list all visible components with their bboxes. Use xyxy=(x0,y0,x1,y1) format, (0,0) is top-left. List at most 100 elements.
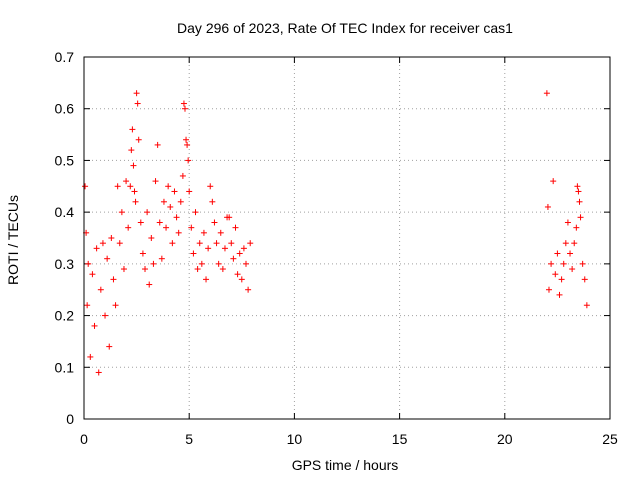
data-point xyxy=(134,100,141,107)
y-tick-label: 0.7 xyxy=(55,49,75,65)
data-point xyxy=(114,183,121,190)
axis-ticks xyxy=(83,56,611,420)
chart-title: Day 296 of 2023, Rate Of TEC Index for r… xyxy=(177,20,513,36)
data-point xyxy=(196,240,203,247)
y-axis-label: ROTI / TECUs xyxy=(5,195,21,285)
data-point xyxy=(567,250,574,257)
data-points xyxy=(82,90,590,376)
data-point xyxy=(144,209,151,216)
data-point xyxy=(190,250,197,257)
data-point xyxy=(116,240,123,247)
data-point xyxy=(160,198,167,205)
data-point xyxy=(548,260,555,267)
data-point xyxy=(577,214,584,221)
data-point xyxy=(102,312,109,319)
data-point xyxy=(215,260,222,267)
data-point xyxy=(156,219,163,226)
data-point xyxy=(148,235,155,241)
data-point xyxy=(203,276,210,283)
data-point xyxy=(576,198,583,205)
data-point xyxy=(93,245,100,252)
data-point xyxy=(213,240,220,247)
data-point xyxy=(97,286,104,293)
data-point xyxy=(556,291,563,298)
data-point xyxy=(95,369,102,376)
data-point xyxy=(228,240,235,247)
data-point xyxy=(139,250,146,257)
data-point xyxy=(194,266,201,273)
data-point xyxy=(211,219,218,226)
data-point xyxy=(110,276,117,283)
data-point xyxy=(579,260,586,267)
data-point xyxy=(569,266,576,273)
data-point xyxy=(571,240,578,247)
data-point xyxy=(217,229,224,236)
y-tick-label: 0.6 xyxy=(55,101,75,117)
data-point xyxy=(230,255,237,262)
data-point xyxy=(243,260,250,267)
data-point xyxy=(238,276,245,283)
data-point xyxy=(154,141,161,148)
y-tick-label: 0.4 xyxy=(55,204,75,220)
y-tick-label: 0.2 xyxy=(55,308,75,324)
data-point xyxy=(207,183,214,190)
data-point xyxy=(87,353,94,360)
data-point xyxy=(106,343,113,350)
data-point xyxy=(247,240,254,247)
data-point xyxy=(221,245,228,252)
data-point xyxy=(236,250,243,257)
data-point xyxy=(240,245,247,252)
data-point xyxy=(192,209,199,216)
data-point xyxy=(152,178,159,185)
data-point xyxy=(545,286,552,293)
data-point xyxy=(558,276,565,283)
data-point xyxy=(91,322,98,329)
data-point xyxy=(185,157,192,164)
data-point xyxy=(104,255,111,262)
data-point xyxy=(184,141,191,148)
data-point xyxy=(99,240,106,247)
x-tick-label: 20 xyxy=(497,431,513,447)
data-point xyxy=(573,224,580,231)
grid xyxy=(84,57,610,419)
y-tick-label: 0.1 xyxy=(55,359,75,375)
data-point xyxy=(112,302,119,309)
data-point xyxy=(167,203,174,210)
data-point xyxy=(554,250,561,257)
data-point xyxy=(188,224,195,231)
data-point xyxy=(175,229,182,236)
data-point xyxy=(108,235,115,241)
data-point xyxy=(550,178,557,185)
data-point xyxy=(552,271,559,278)
data-point xyxy=(171,188,178,195)
data-point xyxy=(581,276,588,283)
data-point xyxy=(209,198,216,205)
data-point xyxy=(232,224,239,231)
data-point xyxy=(544,203,551,210)
data-point xyxy=(181,105,188,112)
data-point xyxy=(135,136,142,143)
data-point xyxy=(137,219,144,226)
data-point xyxy=(165,183,172,190)
data-point xyxy=(130,162,137,169)
data-point xyxy=(84,302,91,309)
data-point xyxy=(163,224,170,231)
data-point xyxy=(132,198,139,205)
data-point xyxy=(198,260,205,267)
data-point xyxy=(142,266,149,273)
data-point xyxy=(129,126,136,133)
x-tick-label: 25 xyxy=(602,431,618,447)
x-tick-labels: 0 5 10 15 20 25 xyxy=(80,431,618,447)
data-point xyxy=(118,209,125,216)
data-point xyxy=(179,172,186,179)
data-point xyxy=(245,286,252,293)
plot-frame xyxy=(83,56,611,420)
data-point xyxy=(583,302,590,309)
data-point xyxy=(146,281,153,288)
data-point xyxy=(128,147,135,154)
x-tick-label: 0 xyxy=(80,431,88,447)
data-point xyxy=(562,240,569,247)
x-tick-label: 10 xyxy=(287,431,303,447)
data-point xyxy=(219,266,226,273)
